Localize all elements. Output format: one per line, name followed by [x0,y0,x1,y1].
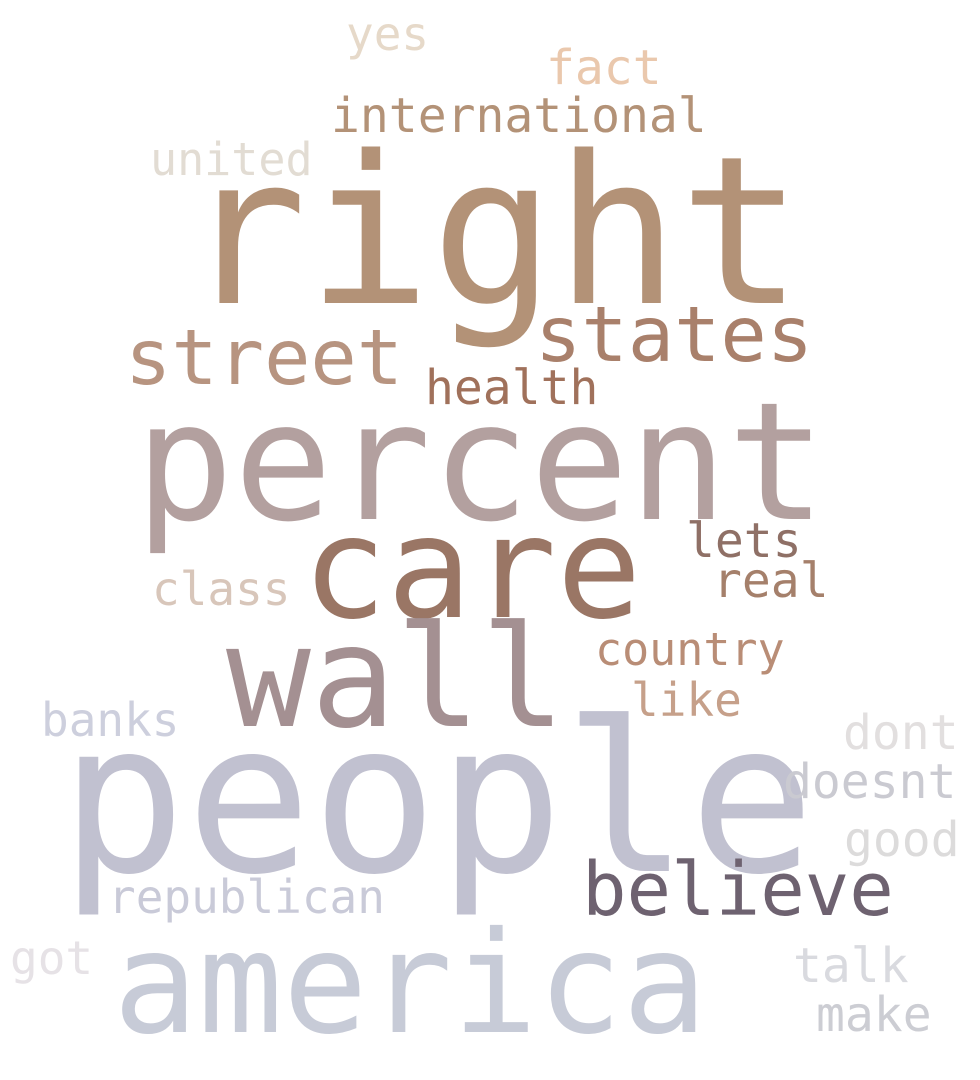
word-like: like [631,673,742,727]
word-talk: talk [793,938,909,994]
word-real: real [713,553,829,609]
word-street: street [125,314,404,403]
word-class: class [152,562,291,616]
word-health: health [425,360,599,416]
word-dont: dont [843,705,959,761]
word-doesnt: doesnt [783,754,957,810]
word-yes: yes [346,7,430,61]
word-states: states [535,291,814,380]
word-make: make [816,987,932,1043]
word-percent: percent [135,367,827,558]
word-got: got [10,931,94,985]
word-country: country [595,623,785,676]
word-believe: believe [582,847,894,933]
word-lets: lets [686,513,802,569]
word-fact: fact [546,40,662,96]
word-banks: banks [41,693,180,747]
word-good: good [844,812,960,868]
word-united: united [150,133,313,186]
word-america: america [113,902,708,1066]
word-republican: republican [108,870,385,924]
word-care: care [302,487,642,651]
word-international: international [331,88,707,144]
word-right: right [183,112,804,352]
word-people: people [60,678,815,921]
word-wall: wall [226,596,566,760]
